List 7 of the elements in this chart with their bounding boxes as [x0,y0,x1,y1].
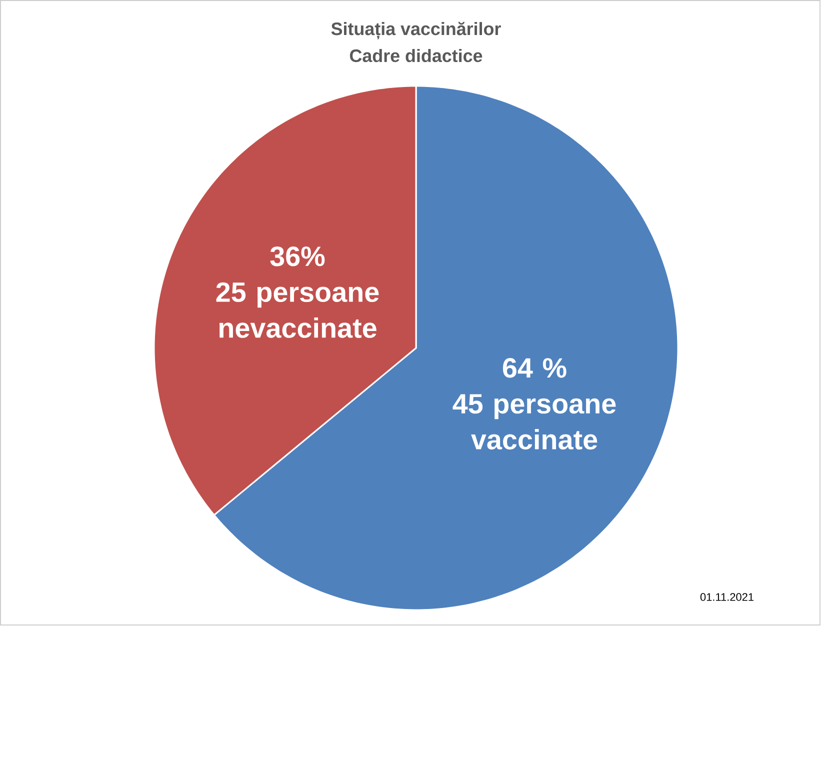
slice-label: 25 persoane nevaccinate [216,282,379,338]
slice-label: 45 persoane vaccinate [452,394,616,450]
chart-title: Situația vaccinărilor [331,22,501,40]
text: 01.11.2021 [700,593,754,601]
data-label: 64 % [502,358,566,378]
data-label: 36% [270,246,325,266]
chart-subtitle: Cadre didactice [350,48,482,62]
